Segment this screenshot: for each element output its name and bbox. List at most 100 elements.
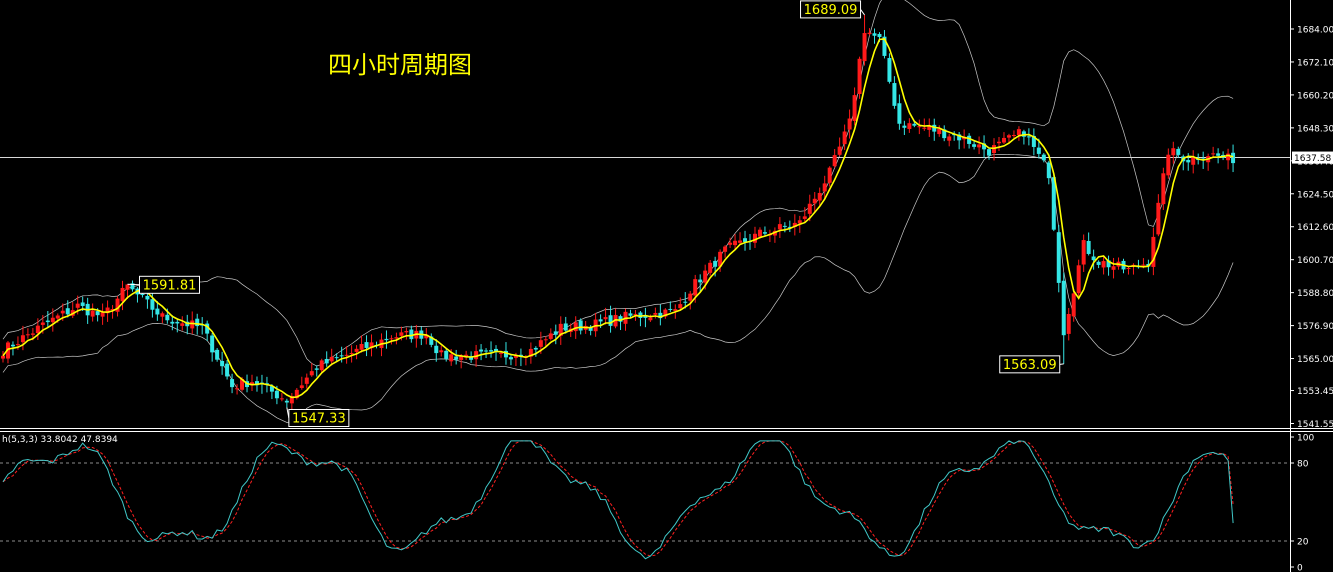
candle-body (339, 355, 344, 357)
candle-body (1156, 202, 1161, 235)
candle-body (20, 335, 25, 343)
candle-body (738, 240, 743, 243)
candle-body (35, 325, 40, 334)
candle-body (309, 371, 314, 376)
candle-body (872, 33, 877, 36)
candle-body (359, 343, 364, 350)
candle-body (752, 233, 757, 243)
candle-body (269, 386, 274, 392)
candle-body (1101, 261, 1106, 268)
candle-body (210, 335, 215, 353)
candle-body (354, 348, 359, 352)
candle-body (499, 352, 503, 354)
candle-body (942, 129, 947, 139)
candle-body (887, 58, 892, 82)
candle-body (827, 167, 832, 183)
candle-body (105, 307, 110, 314)
candle-body (618, 316, 623, 322)
candle-body (1071, 293, 1076, 317)
candle-body (1166, 154, 1171, 176)
candle-body (1186, 159, 1191, 163)
annotation-label: 1689.09 (804, 3, 858, 18)
candle-body (852, 95, 857, 121)
candle-body (558, 323, 563, 336)
candle-body (1026, 136, 1031, 138)
candle-body (972, 144, 977, 147)
candle-body (369, 342, 374, 349)
candle-body (932, 124, 937, 132)
candle-body (533, 347, 538, 350)
stoch-k-line (2, 440, 1234, 560)
candle-body (832, 155, 837, 167)
candle-body (289, 396, 294, 404)
candle-body (1016, 129, 1021, 136)
candle-body (1081, 240, 1086, 265)
candle-body (997, 141, 1001, 144)
candle-body (857, 58, 862, 94)
annotation-leader (860, 9, 865, 16)
candle-body (439, 350, 444, 353)
candle-body (1031, 135, 1036, 147)
candle-body (648, 317, 653, 321)
candle-body (170, 321, 175, 324)
candle-body (817, 192, 822, 201)
candle-body (688, 293, 693, 301)
candle-body (399, 332, 404, 336)
candle-body (633, 313, 638, 315)
candle-body (484, 350, 489, 352)
candle-body (5, 342, 10, 359)
candle-body (807, 203, 812, 214)
price-tick-label: 1648.30 (1297, 124, 1333, 134)
candle-body (40, 322, 45, 325)
candle-body (424, 334, 429, 339)
annotation-label: 1547.33 (292, 411, 346, 426)
candle-body (548, 333, 553, 339)
candle-body (608, 315, 613, 326)
candle-body (1006, 135, 1011, 138)
candle-body (543, 339, 548, 341)
candle-body (1126, 268, 1131, 270)
candle-body (1216, 153, 1221, 156)
chart-title: 四小时周期图 (328, 51, 472, 79)
candle-body (25, 334, 30, 336)
candle-body (1086, 240, 1091, 254)
candle-body (459, 356, 464, 360)
candle-body (1211, 153, 1216, 155)
candle-body (215, 349, 220, 360)
candle-body (284, 400, 289, 403)
candle-body (927, 125, 932, 130)
candle-body (653, 312, 658, 315)
indicator-readout: h(5,3,3) 33.8042 47.8394 (2, 435, 118, 445)
candle-body (668, 308, 673, 310)
candle-body (987, 149, 992, 156)
moving-average-line (2, 38, 1234, 399)
candle-body (663, 309, 668, 317)
candle-body (469, 356, 474, 360)
candle-body (922, 127, 927, 129)
candle-body (1091, 256, 1096, 261)
candle-body (364, 342, 369, 348)
candle-body (1001, 137, 1006, 143)
candle-body (643, 315, 648, 318)
candle-body (1161, 173, 1166, 205)
candle-body (1076, 265, 1081, 294)
candle-body (120, 287, 125, 302)
candle-body (150, 299, 155, 310)
candle-body (728, 242, 733, 245)
candle-body (75, 303, 80, 308)
price-tick-label: 1612.60 (1297, 223, 1333, 233)
candle-body (812, 198, 817, 204)
current-price-tag (1292, 151, 1333, 164)
candle-body (842, 131, 847, 145)
candle-body (250, 382, 254, 386)
candle-body (264, 383, 269, 385)
candle-body (50, 317, 55, 323)
stochastic-pane: 100 80 20 0 (0, 434, 1314, 572)
candle-body (762, 232, 767, 234)
candle-body (1061, 280, 1066, 336)
candle-body (160, 313, 165, 317)
candle-body (175, 321, 180, 324)
candle-body (80, 302, 85, 306)
candle-body (409, 329, 414, 340)
